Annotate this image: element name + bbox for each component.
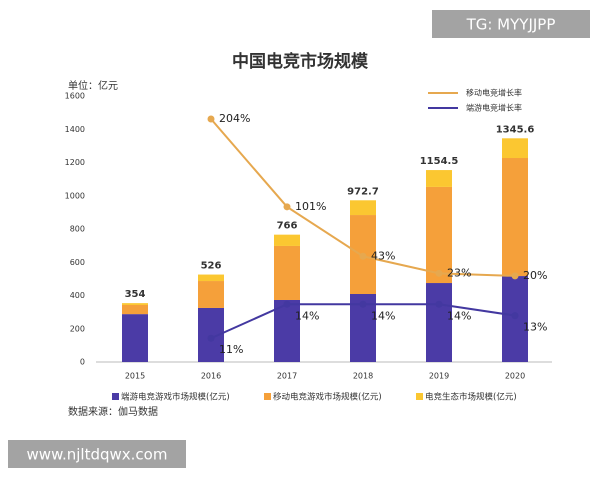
legend-label: 端游电竞增长率 [466, 103, 522, 113]
watermark: www.njltdqwx.com [27, 446, 168, 464]
y-tick-label: 1200 [65, 158, 85, 167]
value-label: 43% [371, 249, 395, 262]
value-label: 13% [523, 321, 547, 334]
bar-segment [274, 234, 300, 246]
bar-segment [502, 158, 528, 277]
y-tick-label: 800 [70, 225, 85, 234]
y-tick-label: 400 [70, 291, 85, 300]
total-label: 1345.6 [496, 124, 535, 135]
total-label: 972.7 [347, 186, 379, 197]
legend-swatch [112, 393, 119, 400]
total-label: 526 [201, 261, 222, 272]
watermark: TG: MYYJJPP [466, 16, 556, 34]
line-point [359, 252, 367, 260]
legend-label: 端游电竞游戏市场规模(亿元) [121, 392, 230, 403]
bar-segment [426, 186, 452, 284]
bar-segment [122, 304, 148, 315]
legend-label: 移动电竞游戏市场规模(亿元) [273, 392, 382, 403]
value-label: 14% [371, 309, 395, 322]
bar-segment [426, 170, 452, 187]
y-tick-label: 1000 [65, 191, 85, 200]
bar-segment [198, 281, 224, 308]
legend-swatch [264, 393, 271, 400]
bar-segment [122, 303, 148, 305]
value-label: 23% [447, 266, 471, 279]
line-point [207, 334, 215, 342]
value-label: 14% [447, 309, 471, 322]
watermark-box [432, 10, 590, 38]
legend-swatch [416, 393, 423, 400]
value-label: 11% [219, 343, 243, 356]
line-point [511, 272, 519, 280]
source: 数据来源：伽马数据 [68, 405, 158, 418]
line-point [283, 300, 291, 308]
y-tick-label: 1400 [65, 125, 85, 134]
y-unit: 单位：亿元 [68, 79, 118, 92]
line-point [207, 115, 215, 123]
watermark-box [8, 440, 186, 468]
x-tick-label: 2016 [201, 372, 221, 381]
line-point [435, 269, 443, 277]
value-label: 204% [219, 112, 250, 125]
legend-label: 电竞生态市场规模(亿元) [425, 392, 517, 403]
total-label: 1154.5 [420, 156, 459, 167]
bar-segment [426, 283, 452, 362]
total-label: 354 [125, 289, 146, 300]
y-tick-label: 600 [70, 258, 85, 267]
y-tick-label: 0 [80, 358, 85, 367]
x-tick-label: 2020 [505, 372, 525, 381]
value-label: 14% [295, 309, 319, 322]
bar-segment [198, 274, 224, 282]
bar-segment [122, 314, 148, 362]
y-tick-label: 1600 [65, 92, 85, 101]
legend-label: 移动电竞增长率 [466, 88, 522, 98]
chart-title: 中国电竞市场规模 [232, 51, 369, 72]
bar-segment [502, 138, 528, 159]
line-point [359, 300, 367, 308]
x-tick-label: 2017 [277, 372, 297, 381]
x-tick-label: 2018 [353, 372, 373, 381]
value-label: 101% [295, 200, 326, 213]
bar-segment [274, 245, 300, 300]
bar-segment [350, 200, 376, 216]
total-label: 766 [277, 221, 298, 232]
line-point [435, 300, 443, 308]
x-tick-label: 2019 [429, 372, 449, 381]
y-tick-label: 200 [70, 324, 85, 333]
x-tick-label: 2015 [125, 372, 145, 381]
bar-segment [274, 299, 300, 362]
line-point [511, 312, 519, 320]
line-point [283, 203, 291, 211]
value-label: 20% [523, 269, 547, 282]
